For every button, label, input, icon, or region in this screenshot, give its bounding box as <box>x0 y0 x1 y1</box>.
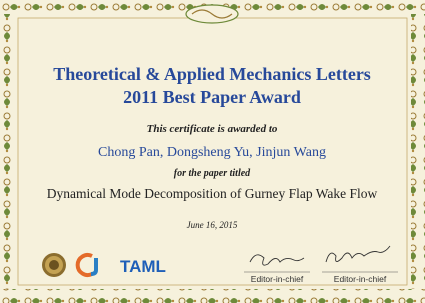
border-bottom <box>0 289 425 303</box>
page: {"certificate": { "journal": "Theoretica… <box>0 0 425 303</box>
paper-line: for the paper titled <box>174 168 251 179</box>
journal-title: Theoretical & Applied Mechanics Letters <box>53 64 371 84</box>
date: June 16, 2015 <box>187 220 238 230</box>
certificate: Theoretical & Applied Mechanics Letters … <box>0 0 425 303</box>
paper-title: Dynamical Mode Decomposition of Gurney F… <box>47 186 378 201</box>
recipients: Chong Pan, Dongsheng Yu, Jinjun Wang <box>98 145 326 160</box>
seal-logo <box>42 253 66 277</box>
border-right <box>411 14 425 289</box>
top-crest <box>186 5 238 23</box>
taml-logo: TAML <box>120 257 166 276</box>
border-left <box>0 14 14 289</box>
signature-role: Editor-in-chief <box>334 274 387 284</box>
award-title: 2011 Best Paper Award <box>123 87 301 107</box>
awarded-line: This certificate is awarded to <box>147 123 278 135</box>
signature-role: Editor-in-chief <box>251 274 304 284</box>
